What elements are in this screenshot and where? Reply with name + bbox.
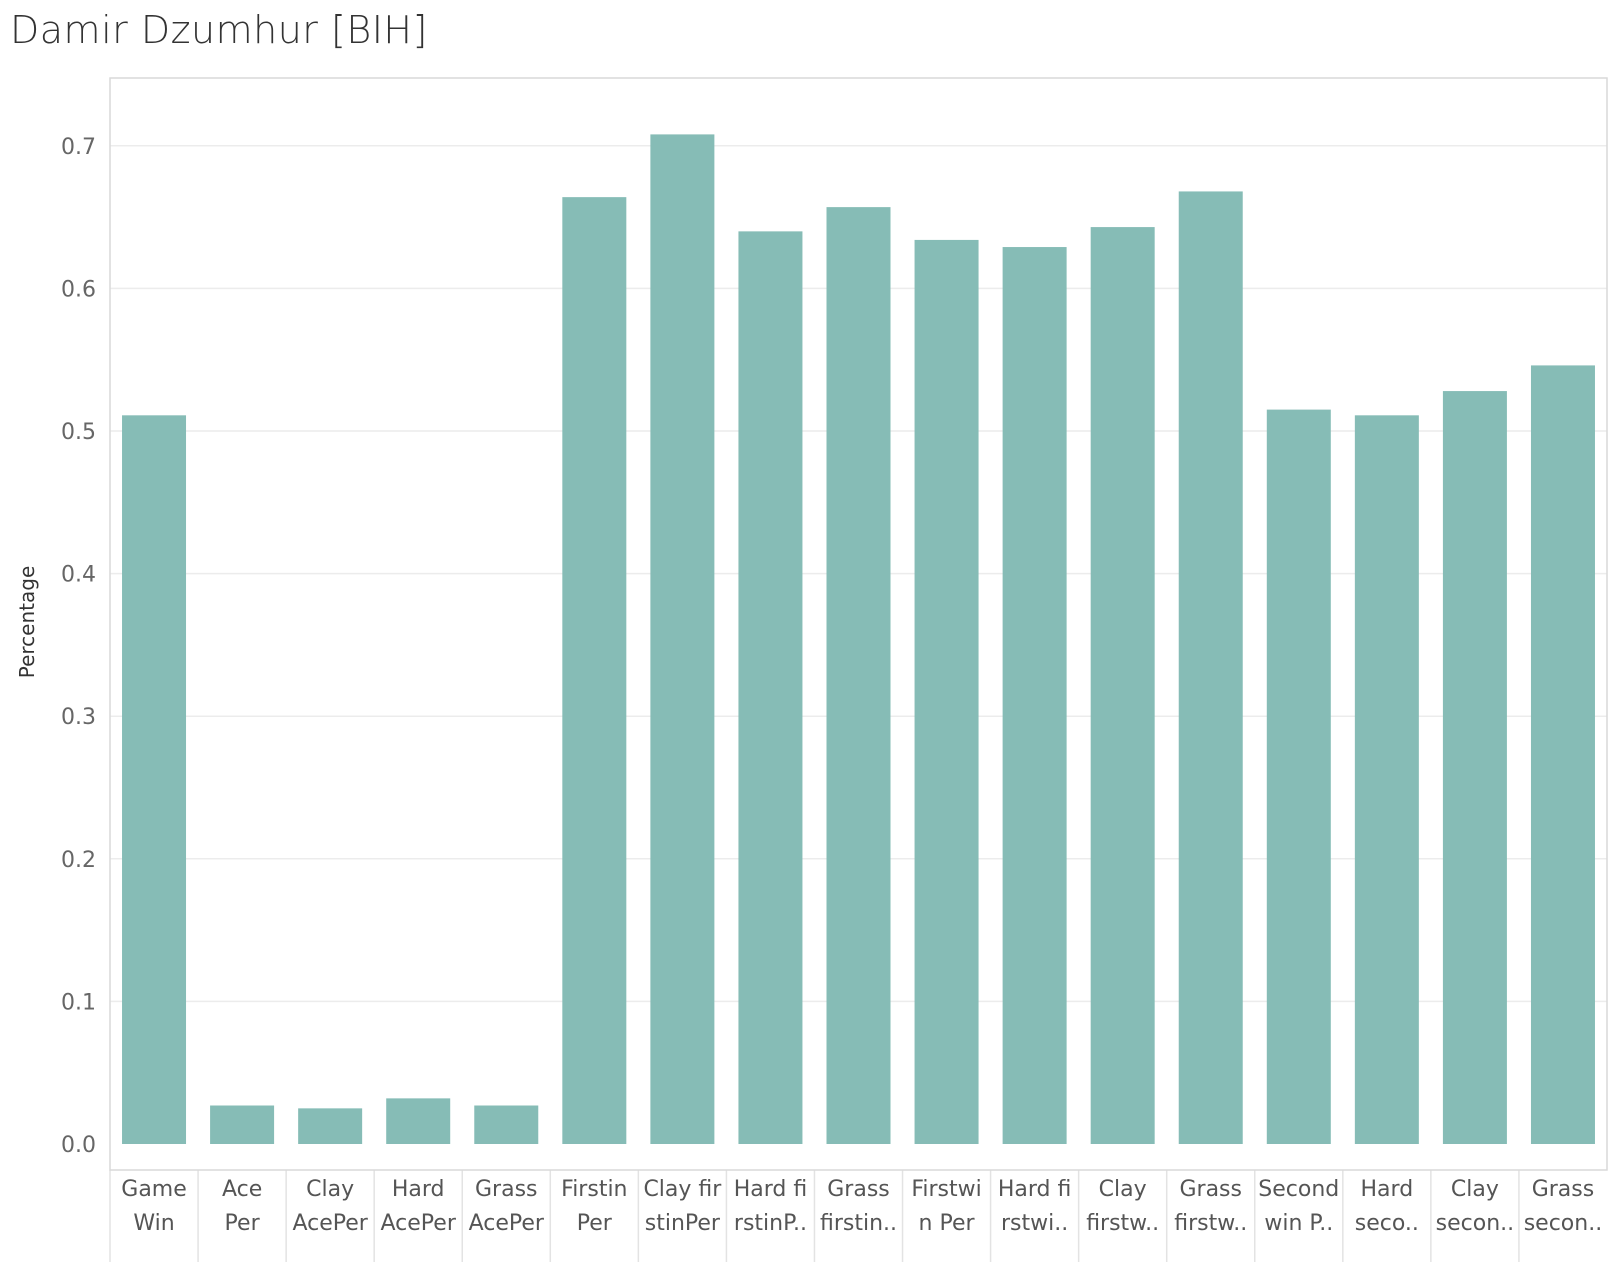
y-tick-label: 0.7 — [61, 135, 96, 160]
x-tick-label: secon.. — [1436, 1211, 1514, 1236]
x-tick-label: Hard — [392, 1177, 445, 1202]
x-tick-label: n Per — [919, 1211, 976, 1236]
x-tick-label: rstinP.. — [734, 1211, 807, 1236]
x-axis: GameWinAcePerClayAcePerHardAcePerGrassAc… — [109, 1170, 1602, 1262]
bar[interactable] — [1002, 247, 1067, 1144]
x-tick-label: Grass — [827, 1177, 890, 1202]
y-tick-label: 0.1 — [61, 990, 96, 1015]
bar[interactable] — [1178, 191, 1243, 1144]
bar[interactable] — [210, 1105, 275, 1144]
y-axis: 0.0 0.1 0.2 0.3 0.4 0.5 0.6 0.7 — [61, 135, 96, 1158]
x-tick-label: Firstin — [561, 1177, 627, 1202]
x-tick-label: Hard fi — [998, 1177, 1072, 1202]
x-tick-label: firstw.. — [1174, 1211, 1247, 1236]
x-tick-label: Ace — [222, 1177, 262, 1202]
x-tick-label: Clay — [1451, 1177, 1499, 1202]
x-tick-label: Grass — [475, 1177, 538, 1202]
x-tick-label: Per — [577, 1211, 613, 1236]
x-tick-label: Clay — [1099, 1177, 1147, 1202]
bar[interactable] — [562, 197, 627, 1145]
x-tick-label: AcePer — [381, 1211, 457, 1236]
x-tick-label: Clay — [306, 1177, 354, 1202]
bar[interactable] — [650, 134, 715, 1145]
bar[interactable] — [826, 207, 891, 1145]
x-tick-label: seco.. — [1355, 1211, 1419, 1236]
x-tick-label: AcePer — [292, 1211, 368, 1236]
x-tick-label: Per — [225, 1211, 261, 1236]
x-tick-label: Grass — [1532, 1177, 1595, 1202]
y-tick-label: 0.4 — [61, 563, 96, 588]
x-tick-label: Clay fir — [643, 1177, 722, 1202]
bar[interactable] — [738, 231, 803, 1145]
bar[interactable] — [122, 415, 187, 1145]
y-tick-label: 0.5 — [61, 420, 96, 445]
x-tick-label: AcePer — [469, 1211, 545, 1236]
x-tick-label: Hard — [1361, 1177, 1414, 1202]
plot-frame — [109, 77, 1608, 1171]
x-tick-label: rstwi.. — [1001, 1211, 1068, 1236]
bar[interactable] — [386, 1098, 451, 1144]
x-tick-label: win P.. — [1264, 1211, 1333, 1236]
y-tick-label: 0.6 — [61, 277, 96, 302]
x-tick-label: Hard fi — [734, 1177, 808, 1202]
x-tick-label: Win — [133, 1211, 174, 1236]
bar[interactable] — [474, 1105, 539, 1144]
bar[interactable] — [1090, 227, 1155, 1144]
x-tick-label: Game — [121, 1177, 187, 1202]
x-tick-label: firstw.. — [1086, 1211, 1159, 1236]
y-tick-label: 0.2 — [61, 848, 96, 873]
bar[interactable] — [1354, 415, 1419, 1145]
chart-title: Damir Dzumhur [BIH] — [10, 8, 428, 52]
x-tick-label: secon.. — [1524, 1211, 1602, 1236]
bar[interactable] — [1266, 409, 1331, 1144]
bar[interactable] — [1442, 391, 1507, 1144]
x-tick-label: Firstwi — [911, 1177, 981, 1202]
y-tick-label: 0.3 — [61, 705, 96, 730]
x-tick-label: Grass — [1179, 1177, 1242, 1202]
x-tick-label: Second — [1258, 1177, 1339, 1202]
bar[interactable] — [298, 1108, 363, 1144]
x-tick-label: stinPer — [645, 1211, 721, 1236]
y-tick-label: 0.0 — [61, 1133, 96, 1158]
x-tick-label: firstin.. — [820, 1211, 897, 1236]
bar[interactable] — [1530, 365, 1595, 1144]
bar[interactable] — [914, 239, 979, 1144]
bars — [122, 134, 1595, 1145]
y-axis-title: Percentage — [15, 566, 39, 679]
